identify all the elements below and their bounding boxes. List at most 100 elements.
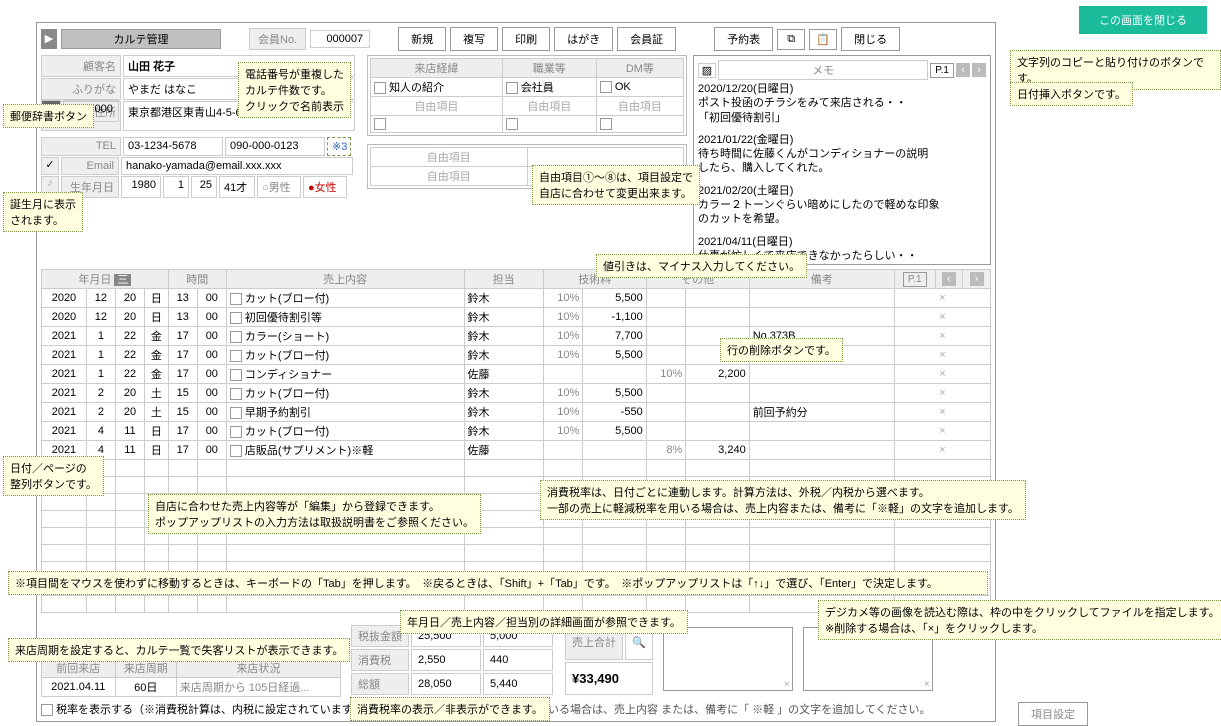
- tax-b: 440: [483, 649, 553, 671]
- image-slot-1[interactable]: ×: [663, 627, 793, 691]
- gender-female[interactable]: ●女性: [303, 176, 347, 198]
- free-1b[interactable]: [371, 116, 503, 133]
- route-h1: 来店経緯: [371, 59, 503, 78]
- route-v1[interactable]: 知人の紹介: [371, 78, 503, 97]
- tip-tel: 電話番号が重複した カルテ件数です。 クリックで名前表示: [238, 62, 351, 118]
- tel2[interactable]: 090-000-0123: [225, 137, 325, 156]
- free-3b[interactable]: [596, 116, 683, 133]
- free-val-a[interactable]: [527, 148, 684, 167]
- tip-neg: 値引きは、マイナス入力してください。: [596, 254, 807, 278]
- tel-dup-count[interactable]: ※3: [327, 137, 351, 156]
- free-3[interactable]: 自由項目: [596, 97, 683, 116]
- table-row[interactable]: [42, 545, 991, 562]
- row-delete[interactable]: ×: [939, 330, 945, 342]
- tip-date: 日付挿入ボタンです。: [1010, 82, 1133, 106]
- tip-taxtoggle: 消費税率の表示／非表示ができます。: [350, 697, 550, 721]
- tax-label: 消費税: [351, 649, 409, 671]
- age: 41才: [219, 176, 255, 198]
- reservation-button[interactable]: 予約表: [714, 27, 773, 51]
- tip-img: デジカメ等の画像を読込む際は、枠の中をクリックしてファイルを指定します。 ※削除…: [818, 600, 1221, 640]
- copy-icon-button[interactable]: ⧉: [777, 29, 805, 50]
- back-chevron[interactable]: ▶: [41, 29, 57, 49]
- copy-button[interactable]: 複写: [450, 27, 498, 51]
- tip-reg: 自店に合わせた売上内容等が「編集」から登録できます。 ポップアップリストの入力方…: [148, 494, 481, 534]
- name-label: 顧客名: [41, 55, 121, 77]
- free-2b[interactable]: [502, 116, 596, 133]
- email-check[interactable]: ✓: [41, 157, 59, 175]
- tip-free: 自由項目①～⑧は、項目設定で 自店に合わせて変更出来ます。: [532, 165, 700, 205]
- close-button[interactable]: 閉じる: [841, 27, 900, 51]
- table-row[interactable]: 2021122金1700 カラー(ショート)鈴木10%7,700No.373B×: [42, 327, 991, 346]
- new-button[interactable]: 新規: [398, 27, 446, 51]
- member-card-button[interactable]: 会員証: [617, 27, 676, 51]
- tax-a: 2,550: [411, 649, 481, 671]
- tip-detail: 年月日／売上内容／担当別の詳細画面が参照できます。: [400, 610, 688, 634]
- row-delete[interactable]: ×: [939, 444, 945, 456]
- sort-button[interactable]: 三: [114, 274, 131, 286]
- close-screen-button[interactable]: この画面を閉じる: [1079, 6, 1207, 34]
- birth-day[interactable]: 25: [191, 176, 217, 198]
- col-time: 時間: [168, 270, 226, 289]
- route-v3[interactable]: OK: [596, 78, 683, 97]
- member-no-label: 会員No.: [249, 28, 306, 50]
- member-no: 000007: [310, 30, 370, 48]
- row-delete[interactable]: ×: [939, 425, 945, 437]
- row-delete[interactable]: ×: [939, 368, 945, 380]
- row-delete[interactable]: ×: [939, 406, 945, 418]
- table-row[interactable]: 2021122金1700 コンディショナー佐藤10%2,200×: [42, 365, 991, 384]
- table-row[interactable]: 2021411日1700 カット(ブロー付)鈴木10%5,500×: [42, 422, 991, 441]
- tel-label: TEL: [41, 137, 121, 156]
- memo-body[interactable]: 2020/12/20(日曜日)ポスト投函のチラシをみて来店される・・「初回優待割…: [698, 82, 986, 265]
- memo-prev[interactable]: ‹: [956, 63, 970, 77]
- row-delete[interactable]: ×: [939, 387, 945, 399]
- col-content: 売上内容: [226, 270, 464, 289]
- tel1[interactable]: 03-1234-5678: [123, 137, 223, 156]
- birth-month[interactable]: 1: [163, 176, 189, 198]
- sales-next[interactable]: ›: [970, 272, 984, 286]
- tip-cycle: 来店周期を設定すると、カルテ一覧で失客リストが表示できます。: [8, 638, 350, 662]
- table-row[interactable]: 2021220土1500 カット(ブロー付)鈴木10%5,500×: [42, 384, 991, 403]
- postcard-button[interactable]: はがき: [554, 27, 613, 51]
- last-visit: 2021.04.11: [42, 678, 116, 697]
- tip-kb: ※項目間をマウスを使わずに移動するときは、キーボードの「Tab」を押します。 ※…: [8, 571, 988, 595]
- memo-page: P.1: [930, 63, 954, 78]
- table-row[interactable]: 2021122金1700 カット(ブロー付)鈴木10%5,500×: [42, 346, 991, 365]
- table-row[interactable]: 20201220日1300 初回優待割引等鈴木10%-1,100×: [42, 308, 991, 327]
- table-row[interactable]: 2021411日1700 店販品(サプリメント)※軽佐藤8%3,240×: [42, 441, 991, 460]
- memo-entry[interactable]: 2020/12/20(日曜日)ポスト投函のチラシをみて来店される・・「初回優待割…: [698, 82, 986, 125]
- free-2[interactable]: 自由項目: [502, 97, 596, 116]
- image-delete-1[interactable]: ×: [784, 679, 790, 690]
- table-row[interactable]: 2021220土1500 早期予約割引鈴木10%-550前回予約分×: [42, 403, 991, 422]
- tip-sort: 日付／ページの 整列ボタンです。: [3, 456, 104, 496]
- table-row[interactable]: [42, 460, 991, 477]
- tip-birth: 誕生月に表示 されます。: [3, 192, 83, 232]
- memo-entry[interactable]: 2021/02/20(土曜日)カラー２トーンぐらい暗めにしたので軽めな印象のカッ…: [698, 184, 986, 227]
- cycle[interactable]: 60日: [115, 678, 176, 697]
- image-delete-2[interactable]: ×: [924, 679, 930, 690]
- gender-male[interactable]: ○男性: [257, 176, 301, 198]
- row-delete[interactable]: ×: [939, 311, 945, 323]
- total-b: 5,440: [483, 673, 553, 695]
- row-delete[interactable]: ×: [939, 292, 945, 304]
- memo-date-insert-button[interactable]: ▨: [698, 63, 716, 78]
- item-settings-button[interactable]: 項目設定: [1018, 702, 1088, 726]
- tip-taxrate: 消費税率は、日付ごとに連動します。計算方法は、外税／内税から選べます。 一部の売…: [540, 480, 1026, 520]
- birth-year[interactable]: 1980: [121, 176, 161, 198]
- status: 来店周期から 105日経過...: [176, 678, 340, 697]
- memo-entry[interactable]: 2021/01/22(金曜日)待ち時間に佐藤くんがコンディショナーの説明したら、…: [698, 133, 986, 176]
- col-date[interactable]: 年月日 三: [42, 270, 169, 289]
- memo-header: メモ: [718, 60, 928, 80]
- free-1[interactable]: 自由項目: [371, 97, 503, 116]
- email[interactable]: hanako-yamada@email.xxx.xxx: [121, 157, 353, 175]
- tip-postal: 郵便辞書ボタン: [3, 104, 94, 128]
- print-button[interactable]: 印刷: [502, 27, 550, 51]
- show-tax-checkbox[interactable]: [41, 704, 53, 716]
- memo-next[interactable]: ›: [972, 63, 986, 77]
- row-delete[interactable]: ×: [939, 349, 945, 361]
- paste-icon-button[interactable]: 📋: [809, 29, 837, 50]
- sales-prev[interactable]: ‹: [942, 272, 956, 286]
- table-row[interactable]: 20201220日1300 カット(ブロー付)鈴木10%5,500×: [42, 289, 991, 308]
- total-label: 総額: [351, 673, 409, 695]
- route-v2[interactable]: 会社員: [502, 78, 596, 97]
- route-h2: 職業等: [502, 59, 596, 78]
